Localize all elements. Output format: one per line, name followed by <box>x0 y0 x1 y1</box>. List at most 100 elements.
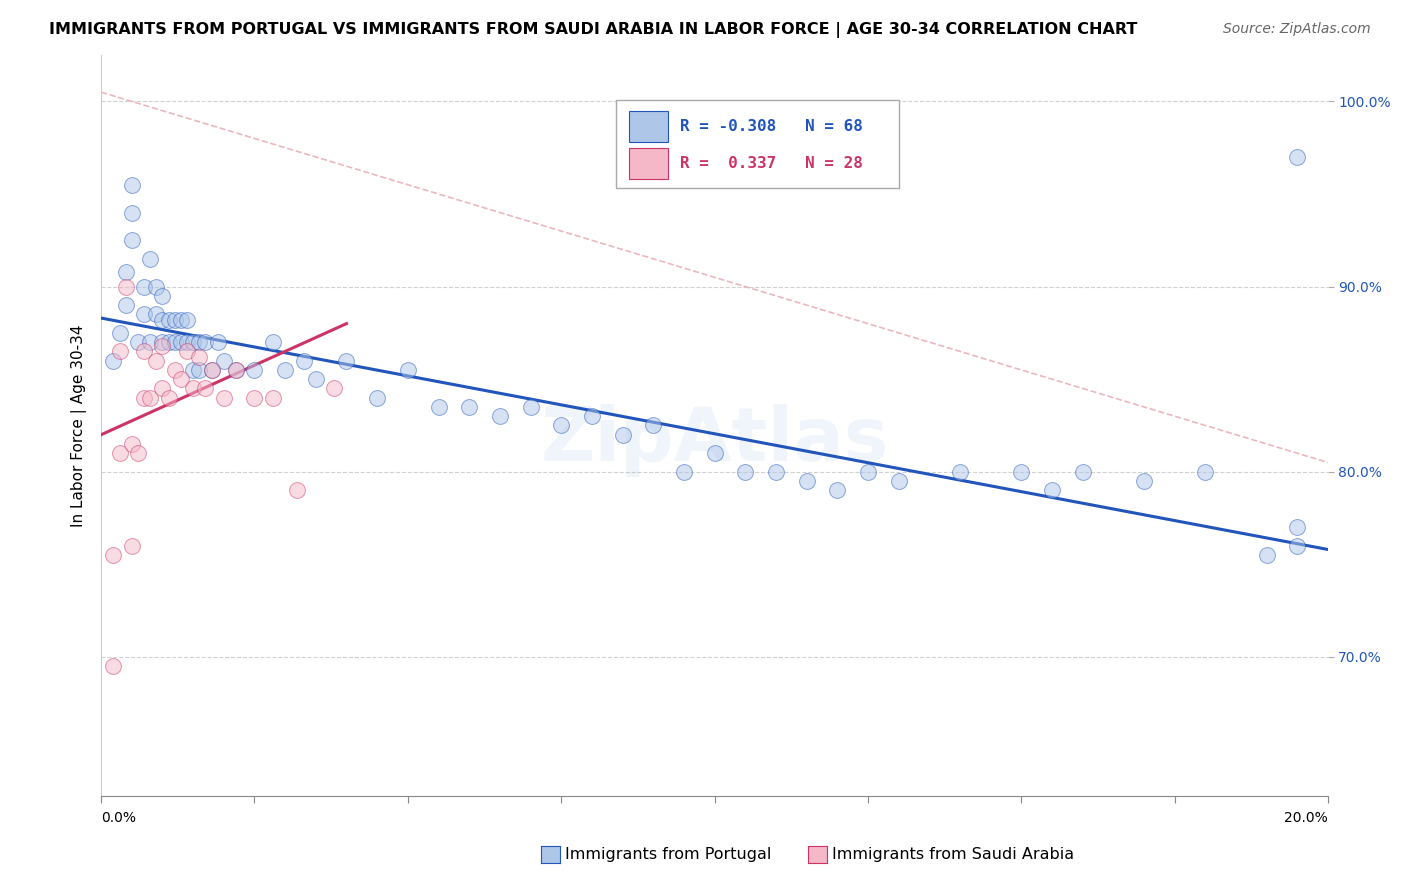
Point <box>188 363 211 377</box>
Point <box>108 344 131 359</box>
Point <box>1010 465 1032 479</box>
Point <box>427 400 450 414</box>
Point <box>163 363 186 377</box>
Point <box>139 252 162 266</box>
Point <box>188 350 211 364</box>
Point <box>643 418 665 433</box>
Point <box>181 335 204 350</box>
Point <box>1194 465 1216 479</box>
Point <box>581 409 603 424</box>
Text: Immigrants from Portugal: Immigrants from Portugal <box>565 847 772 862</box>
Point <box>734 465 756 479</box>
Point <box>176 344 198 359</box>
Point <box>200 363 222 377</box>
Point <box>519 400 541 414</box>
Point <box>262 391 284 405</box>
Point <box>1286 150 1309 164</box>
Point <box>612 427 634 442</box>
Point <box>796 474 818 488</box>
Point <box>212 391 235 405</box>
Point <box>145 353 167 368</box>
Point <box>108 326 131 340</box>
Point <box>103 659 125 673</box>
Point <box>108 446 131 460</box>
Point <box>225 363 247 377</box>
Point <box>396 363 419 377</box>
Point <box>152 339 174 353</box>
Point <box>458 400 481 414</box>
Point <box>181 381 204 395</box>
Point <box>262 335 284 350</box>
Point <box>243 391 266 405</box>
Point <box>225 363 247 377</box>
Point <box>145 307 167 321</box>
Point <box>1133 474 1156 488</box>
Point <box>765 465 787 479</box>
Point <box>194 335 217 350</box>
Point <box>825 483 848 498</box>
Point <box>103 548 125 562</box>
Point <box>139 335 162 350</box>
Point <box>243 363 266 377</box>
Point <box>274 363 297 377</box>
Point <box>114 279 136 293</box>
Point <box>170 372 193 386</box>
Point <box>127 446 149 460</box>
Point <box>152 313 174 327</box>
FancyBboxPatch shape <box>628 148 668 178</box>
Text: Source: ZipAtlas.com: Source: ZipAtlas.com <box>1223 22 1371 37</box>
Point <box>1286 520 1309 534</box>
Point <box>114 265 136 279</box>
Point <box>163 313 186 327</box>
Point <box>132 391 155 405</box>
Point <box>212 353 235 368</box>
Point <box>121 178 143 192</box>
Point <box>366 391 388 405</box>
Point <box>132 307 155 321</box>
Point <box>287 483 309 498</box>
Point <box>139 391 162 405</box>
Point <box>949 465 972 479</box>
Point <box>132 279 155 293</box>
Point <box>856 465 879 479</box>
Text: IMMIGRANTS FROM PORTUGAL VS IMMIGRANTS FROM SAUDI ARABIA IN LABOR FORCE | AGE 30: IMMIGRANTS FROM PORTUGAL VS IMMIGRANTS F… <box>49 22 1137 38</box>
Point <box>114 298 136 312</box>
Point <box>200 363 222 377</box>
Point <box>121 437 143 451</box>
Point <box>170 335 193 350</box>
Point <box>305 372 328 386</box>
Text: 0.0%: 0.0% <box>101 811 136 824</box>
Text: Immigrants from Saudi Arabia: Immigrants from Saudi Arabia <box>832 847 1074 862</box>
Point <box>121 233 143 247</box>
FancyBboxPatch shape <box>616 100 898 188</box>
Point <box>152 381 174 395</box>
Point <box>207 335 229 350</box>
Point <box>489 409 512 424</box>
FancyBboxPatch shape <box>628 111 668 142</box>
Point <box>672 465 695 479</box>
Point <box>152 289 174 303</box>
Point <box>163 335 186 350</box>
Point <box>121 205 143 219</box>
Point <box>1071 465 1094 479</box>
Point <box>132 344 155 359</box>
Text: 20.0%: 20.0% <box>1284 811 1327 824</box>
Point <box>194 381 217 395</box>
Text: R =  0.337   N = 28: R = 0.337 N = 28 <box>681 156 863 170</box>
Point <box>127 335 149 350</box>
Point <box>152 335 174 350</box>
Point <box>550 418 572 433</box>
Point <box>157 391 180 405</box>
Point <box>887 474 910 488</box>
Point <box>1256 548 1278 562</box>
Point <box>170 313 193 327</box>
Point <box>188 335 211 350</box>
Text: ZipAtlas: ZipAtlas <box>540 404 889 476</box>
Point <box>335 353 357 368</box>
Point <box>703 446 725 460</box>
Y-axis label: In Labor Force | Age 30-34: In Labor Force | Age 30-34 <box>72 324 87 526</box>
Point <box>157 335 180 350</box>
Point <box>176 313 198 327</box>
Point <box>1286 539 1309 553</box>
Point <box>121 539 143 553</box>
